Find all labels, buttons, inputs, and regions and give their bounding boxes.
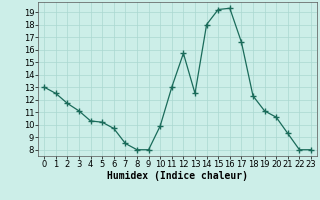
X-axis label: Humidex (Indice chaleur): Humidex (Indice chaleur) bbox=[107, 171, 248, 181]
